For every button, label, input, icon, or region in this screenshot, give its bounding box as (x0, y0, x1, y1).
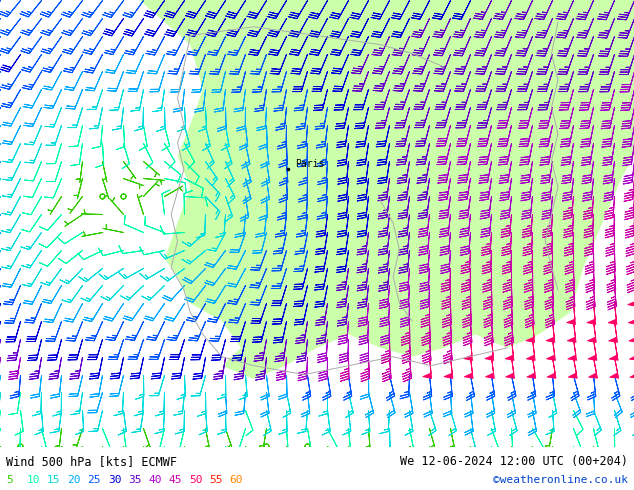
Polygon shape (139, 0, 634, 379)
Text: 15: 15 (47, 475, 60, 485)
Text: 50: 50 (189, 475, 202, 485)
Text: 30: 30 (108, 475, 121, 485)
Text: Paris: Paris (295, 159, 324, 169)
Text: 40: 40 (148, 475, 162, 485)
Text: 25: 25 (87, 475, 101, 485)
Text: 10: 10 (27, 475, 40, 485)
Text: 55: 55 (209, 475, 223, 485)
Text: Wind 500 hPa [kts] ECMWF: Wind 500 hPa [kts] ECMWF (6, 455, 178, 468)
Text: 35: 35 (128, 475, 141, 485)
Text: 45: 45 (169, 475, 182, 485)
Text: ©weatheronline.co.uk: ©weatheronline.co.uk (493, 475, 628, 485)
Text: 20: 20 (67, 475, 81, 485)
Text: We 12-06-2024 12:00 UTC (00+204): We 12-06-2024 12:00 UTC (00+204) (399, 455, 628, 468)
Text: 60: 60 (230, 475, 243, 485)
Text: 5: 5 (6, 475, 13, 485)
